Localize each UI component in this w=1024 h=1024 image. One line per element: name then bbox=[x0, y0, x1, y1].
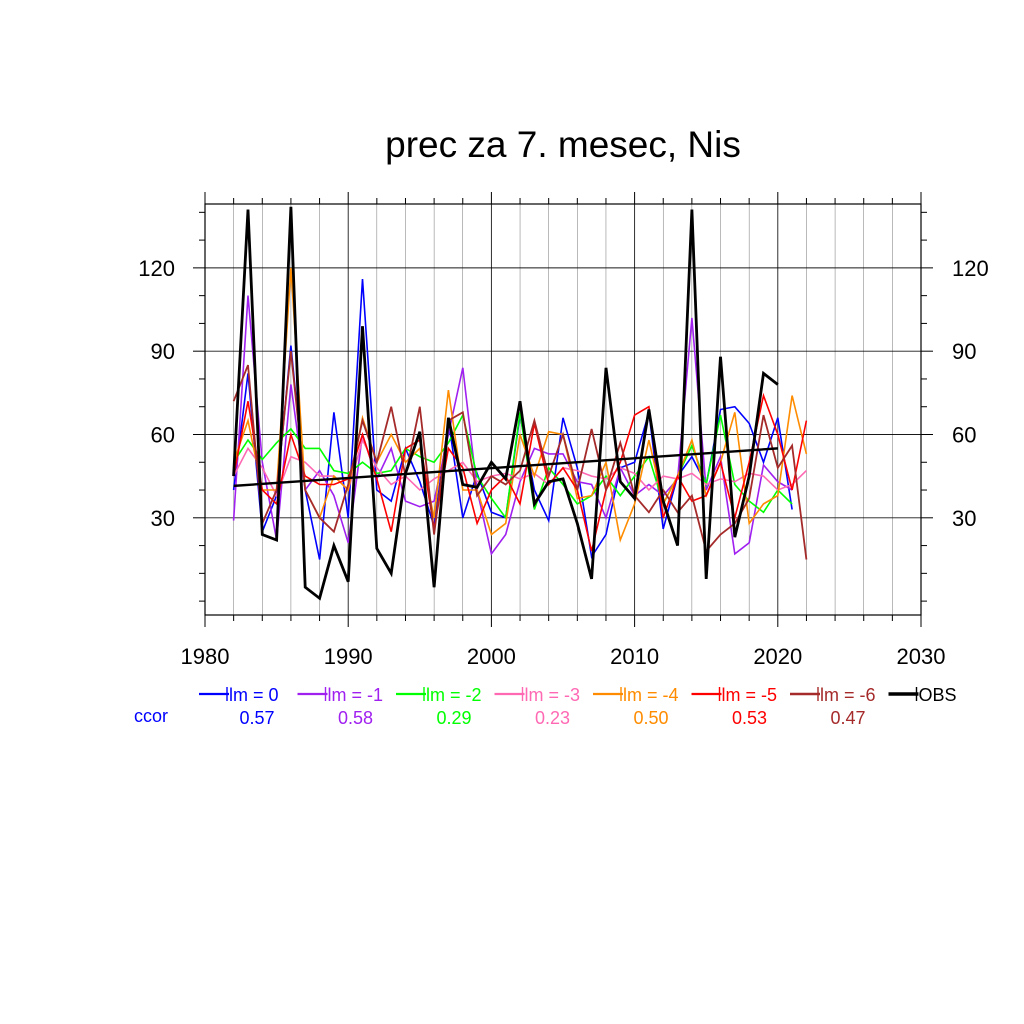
legend-label: lm = -2 bbox=[426, 685, 482, 705]
plot-frame bbox=[204, 203, 922, 616]
x-tick-label: 2030 bbox=[897, 644, 946, 669]
y-tick-label-left: 120 bbox=[138, 256, 175, 281]
legend-label: lm = -5 bbox=[722, 685, 778, 705]
x-tick-label: 1990 bbox=[324, 644, 373, 669]
y-tick-label-right: 120 bbox=[952, 256, 989, 281]
legend: lm = 0 0.57 lm = -1 0.58 lm = -2 0.29 lm = -3 0… bbox=[134, 685, 957, 728]
trend-line bbox=[233, 447, 778, 488]
y-tick-label-right: 90 bbox=[952, 339, 976, 364]
ccor-label: ccor bbox=[134, 706, 168, 726]
y-tick-label-left: 90 bbox=[151, 339, 175, 364]
y-tick-label-left: 30 bbox=[151, 506, 175, 531]
series-line-lm-6 bbox=[232, 351, 808, 560]
obs-trend-line bbox=[233, 447, 778, 488]
y-tick-label-right: 60 bbox=[952, 422, 976, 447]
ccor-value: 0.58 bbox=[338, 708, 373, 728]
series-line-lm-2 bbox=[232, 412, 793, 520]
legend-label: lm = 0 bbox=[229, 685, 279, 705]
legend-label: lm = -1 bbox=[328, 685, 384, 705]
tick-labels: 1980 1990 2000 2010 2020 2030 30 30 60 60 90 90 120 1… bbox=[138, 256, 988, 669]
legend-label: lm = -6 bbox=[820, 685, 876, 705]
y-tick-label-left: 60 bbox=[151, 422, 175, 447]
legend-label: lm = -4 bbox=[623, 685, 679, 705]
legend-label: OBS bbox=[919, 685, 957, 705]
ccor-value: 0.29 bbox=[436, 708, 471, 728]
series-line-obs bbox=[232, 206, 779, 601]
ccor-value: 0.23 bbox=[535, 708, 570, 728]
ccor-value: 0.47 bbox=[830, 708, 865, 728]
x-tick-label: 1980 bbox=[181, 644, 230, 669]
chart-title: prec za 7. mesec, Nis bbox=[385, 124, 741, 165]
axis-ticks bbox=[193, 192, 933, 627]
ccor-value: 0.53 bbox=[732, 708, 767, 728]
legend-label: lm = -3 bbox=[525, 685, 581, 705]
x-tick-label: 2020 bbox=[753, 644, 802, 669]
series-lines bbox=[232, 206, 808, 601]
ccor-value: 0.50 bbox=[633, 708, 668, 728]
grid-lines bbox=[205, 204, 921, 615]
y-tick-label-right: 30 bbox=[952, 506, 976, 531]
x-tick-label: 2000 bbox=[467, 644, 516, 669]
ccor-value: 0.57 bbox=[239, 708, 274, 728]
x-tick-label: 2010 bbox=[610, 644, 659, 669]
